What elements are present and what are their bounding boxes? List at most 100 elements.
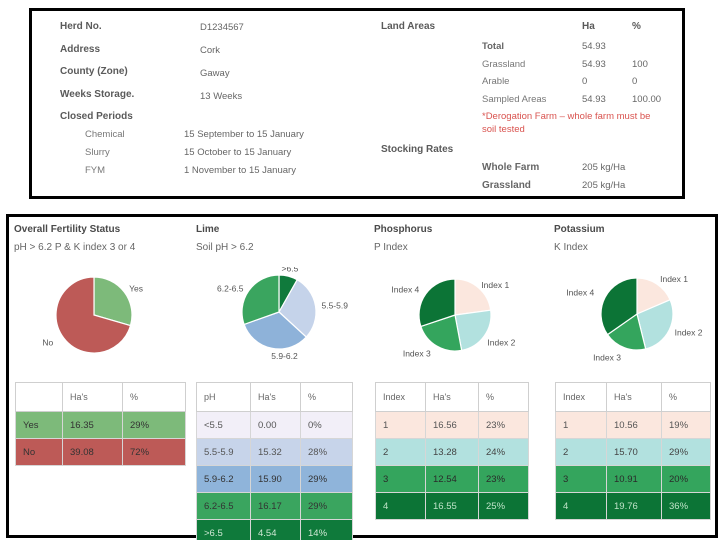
column-header: pH: [196, 382, 251, 412]
table-row: Yes 16.35 29%: [15, 411, 186, 439]
table-cell: 0.00: [250, 411, 301, 439]
farm-details-panel: Herd No. D1234567 Address Cork County (Z…: [29, 8, 685, 199]
table-row: 5.9-6.2 15.90 29%: [196, 465, 353, 493]
table-cell: 28%: [300, 438, 353, 466]
phosphorus-subtitle: P Index: [374, 242, 408, 253]
table-cell: 23%: [478, 411, 529, 439]
land-areas-title: Land Areas: [381, 21, 436, 32]
weeks-storage-label: Weeks Storage.: [60, 89, 135, 100]
herd-no-label: Herd No.: [60, 21, 102, 32]
phosphorus-table-header: Index Ha's%: [375, 382, 529, 412]
land-area-ha: 0: [582, 76, 588, 87]
table-cell: 24%: [478, 438, 529, 466]
stocking-rates-title: Stocking Rates: [381, 144, 454, 155]
potassium-subtitle: K Index: [554, 242, 588, 253]
lime-pie-slice: [278, 278, 317, 338]
stocking-label: Whole Farm: [482, 162, 540, 173]
table-cell: 16.17: [250, 492, 301, 520]
table-cell: 15.70: [606, 438, 662, 466]
table-cell: 4.54: [250, 519, 301, 540]
fertility-table: Ha's% Yes 16.35 29% No 39.08 72%: [15, 382, 186, 466]
stocking-label: Grassland: [482, 180, 531, 191]
table-cell: 2: [375, 438, 426, 466]
column-header: %: [122, 382, 186, 412]
column-header: Index: [375, 382, 426, 412]
table-cell: 25%: [478, 492, 529, 520]
land-area-label: Arable: [482, 76, 510, 87]
table-cell: 3: [555, 465, 607, 493]
table-cell: 5.5-5.9: [196, 438, 251, 466]
table-cell: 15.32: [250, 438, 301, 466]
table-cell: 10.91: [606, 465, 662, 493]
land-area-label: Total: [482, 41, 504, 52]
land-areas-ha-header: Ha: [582, 21, 595, 32]
table-cell: 12.54: [425, 465, 479, 493]
table-cell: 16.55: [425, 492, 479, 520]
phosphorus-pie-slice: [420, 314, 463, 352]
potassium-title: Potassium: [554, 224, 605, 235]
weeks-storage-value: 13 Weeks: [200, 91, 243, 102]
table-row: 2 15.70 29%: [555, 438, 711, 466]
lime-pie-label: 6.2-6.5: [217, 283, 244, 293]
table-cell: 5.9-6.2: [196, 465, 251, 493]
table-row: 1 10.56 19%: [555, 411, 711, 439]
soil-fertility-panel: Overall Fertility Status pH > 6.2 P & K …: [6, 214, 718, 540]
table-cell: 0%: [300, 411, 353, 439]
column-header: Index: [555, 382, 607, 412]
potassium-pie-label: Index 4: [566, 288, 594, 298]
phosphorus-pie-slice: [454, 309, 492, 352]
land-area-pct: 100.00: [632, 94, 662, 105]
table-cell: 16.35: [62, 411, 123, 439]
land-area-label: Grassland: [482, 59, 526, 70]
phosphorus-title: Phosphorus: [374, 224, 433, 235]
table-cell: No: [15, 438, 63, 466]
table-cell: 14%: [300, 519, 353, 540]
table-row: 4 16.55 25%: [375, 492, 529, 520]
land-area-ha: 54.93: [582, 59, 606, 70]
table-cell: 4: [555, 492, 607, 520]
lime-pie-slice: [241, 274, 280, 326]
table-cell: 16.56: [425, 411, 479, 439]
land-areas-pct-header: %: [632, 21, 641, 32]
table-row: 2 13.28 24%: [375, 438, 529, 466]
lime-pie-slice: [243, 311, 308, 350]
table-cell: 19.76: [606, 492, 662, 520]
lime-pie-label: 5.9-6.2: [271, 351, 298, 361]
fertility-pie-slice: [93, 276, 133, 327]
land-area-label: Sampled Areas: [482, 94, 547, 105]
table-cell: 2: [555, 438, 607, 466]
table-cell: 29%: [300, 492, 353, 520]
fertility-pie-label: Yes: [129, 284, 143, 294]
table-row: 4 19.76 36%: [555, 492, 711, 520]
table-row: >6.5 4.54 14%: [196, 519, 353, 540]
potassium-pie-slice: [636, 277, 671, 315]
phosphorus-table: Index Ha's% 1 16.56 23% 2 13.28 24% 3 12.54 23% 4 16…: [375, 382, 529, 520]
potassium-pie-slice: [636, 299, 674, 350]
table-cell: 10.56: [606, 411, 662, 439]
column-header: [15, 382, 63, 412]
column-header: Ha's: [250, 382, 301, 412]
phosphorus-pie-slice: [418, 278, 456, 328]
address-label: Address: [60, 44, 101, 55]
fertility-subtitle: pH > 6.2 P & K index 3 or 4: [14, 242, 136, 253]
column-header: Ha's: [606, 382, 662, 412]
table-cell: 19%: [661, 411, 711, 439]
table-row: 6.2-6.5 16.17 29%: [196, 492, 353, 520]
county-label: County (Zone): [60, 66, 128, 77]
lime-title: Lime: [196, 224, 220, 235]
phosphorus-pie-label: Index 1: [481, 280, 509, 290]
phosphorus-pie-label: Index 4: [391, 284, 419, 294]
table-cell: Yes: [15, 411, 63, 439]
closed-periods-label: Closed Periods: [60, 111, 133, 122]
column-header: %: [478, 382, 529, 412]
closed-period-name: Slurry: [85, 147, 110, 158]
table-cell: 6.2-6.5: [196, 492, 251, 520]
table-cell: 15.90: [250, 465, 301, 493]
fertility-table-header: Ha's%: [15, 382, 186, 412]
table-cell: 3: [375, 465, 426, 493]
land-area-ha: 54.93: [582, 41, 606, 52]
table-cell: 29%: [661, 438, 711, 466]
table-row: 5.5-5.9 15.32 28%: [196, 438, 353, 466]
closed-period-name: FYM: [85, 165, 106, 176]
table-row: 1 16.56 23%: [375, 411, 529, 439]
